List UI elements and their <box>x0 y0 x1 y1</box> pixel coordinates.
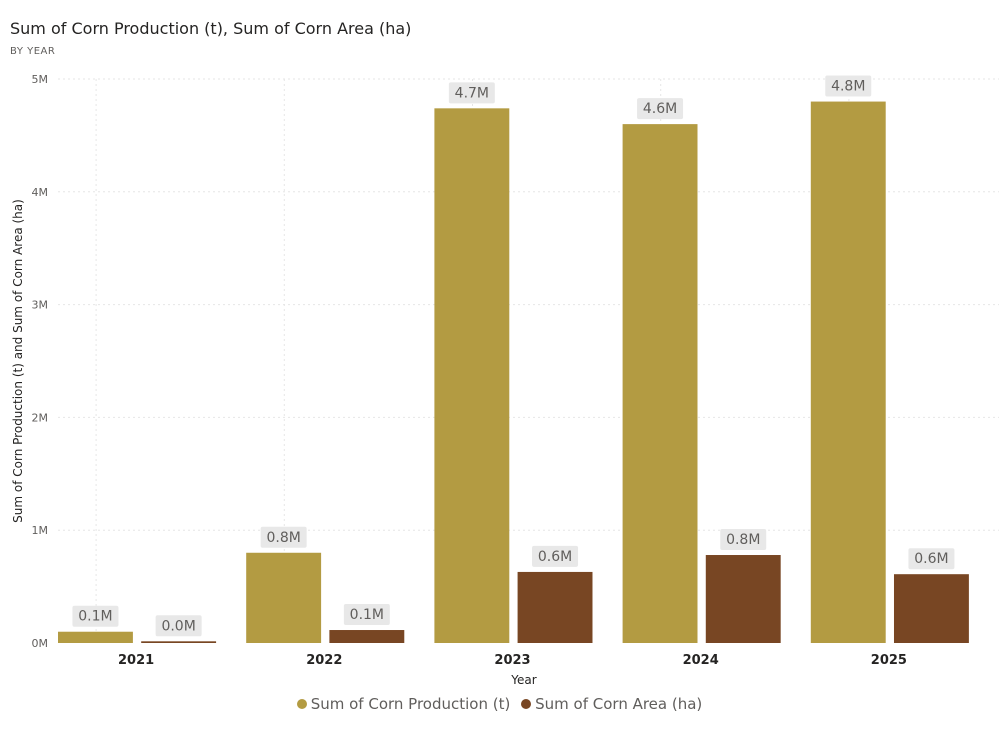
y-tick-label: 3M <box>32 299 49 312</box>
data-label: 0.8M <box>266 530 300 546</box>
data-label: 0.8M <box>726 532 760 548</box>
legend-dot-area <box>521 699 532 709</box>
bar-area-2025[interactable] <box>893 574 969 643</box>
legend: Sum of Corn Production (t) Sum of Corn A… <box>0 695 999 713</box>
legend-label-area: Sum of Corn Area (ha) <box>535 695 703 713</box>
legend-label-production: Sum of Corn Production (t) <box>310 695 511 713</box>
y-tick-label: 0M <box>32 637 49 650</box>
data-label: 4.6M <box>643 101 677 117</box>
bar-production-2025[interactable] <box>810 101 886 643</box>
chart-title: Sum of Corn Production (t), Sum of Corn … <box>10 19 412 38</box>
bar-layer <box>58 101 969 644</box>
data-label-bg <box>260 526 307 548</box>
legend-dot-production <box>296 699 307 709</box>
data-label-bg <box>637 98 684 120</box>
bar-area-2022[interactable] <box>329 630 405 643</box>
y-tick-label: 5M <box>32 73 49 86</box>
x-tick-label: 2022 <box>306 653 342 668</box>
bar-area-2024[interactable] <box>705 555 781 643</box>
x-tick-label: 2023 <box>494 653 530 668</box>
legend-item-area[interactable]: Sum of Corn Area (ha) <box>521 695 702 713</box>
data-label-bg <box>532 545 579 567</box>
bar-production-2023[interactable] <box>434 108 510 643</box>
data-label-bg <box>448 82 495 104</box>
data-label: 0.1M <box>78 609 112 625</box>
data-label: 0.6M <box>538 549 572 565</box>
data-label: 4.8M <box>831 79 865 95</box>
bar-area-2023[interactable] <box>517 571 593 643</box>
chart-subtitle: BY YEAR <box>10 46 56 57</box>
y-tick-label: 1M <box>32 524 49 537</box>
x-tick-label: 2025 <box>871 653 907 668</box>
bar-area-2021[interactable] <box>141 641 217 643</box>
y-tick-label: 4M <box>32 186 49 199</box>
data-label-bg <box>343 604 390 626</box>
data-label: 0.6M <box>914 551 948 567</box>
data-label-bg <box>72 605 119 627</box>
legend-item-production[interactable]: Sum of Corn Production (t) <box>296 695 511 713</box>
label-layer: 0.1M 0.0M 2021 0.8M 0.1M 2022 4.7M 0.6M 2023 4.6M… <box>72 75 955 668</box>
x-axis-title: Year <box>510 673 536 687</box>
data-label: 0.0M <box>161 618 195 634</box>
bar-production-2022[interactable] <box>246 552 322 643</box>
y-axis-title: Sum of Corn Production (t) and Sum of Co… <box>11 199 25 523</box>
data-label: 4.7M <box>455 85 489 101</box>
x-tick-label: 2024 <box>683 653 719 668</box>
y-tick-label: 2M <box>32 411 49 424</box>
data-label-bg <box>155 615 202 637</box>
data-label-bg <box>908 548 955 570</box>
bar-production-2021[interactable] <box>58 631 133 643</box>
data-label-bg <box>825 75 872 97</box>
data-label-bg <box>720 529 767 551</box>
bar-production-2024[interactable] <box>622 124 698 644</box>
bar-chart: 0M 1M 2M 3M 4M 5M 0.1M 0.0M 2021 0.8M 0.1M 2022 4.7… <box>11 73 999 687</box>
data-label: 0.1M <box>350 607 384 623</box>
x-tick-label: 2021 <box>118 653 154 668</box>
